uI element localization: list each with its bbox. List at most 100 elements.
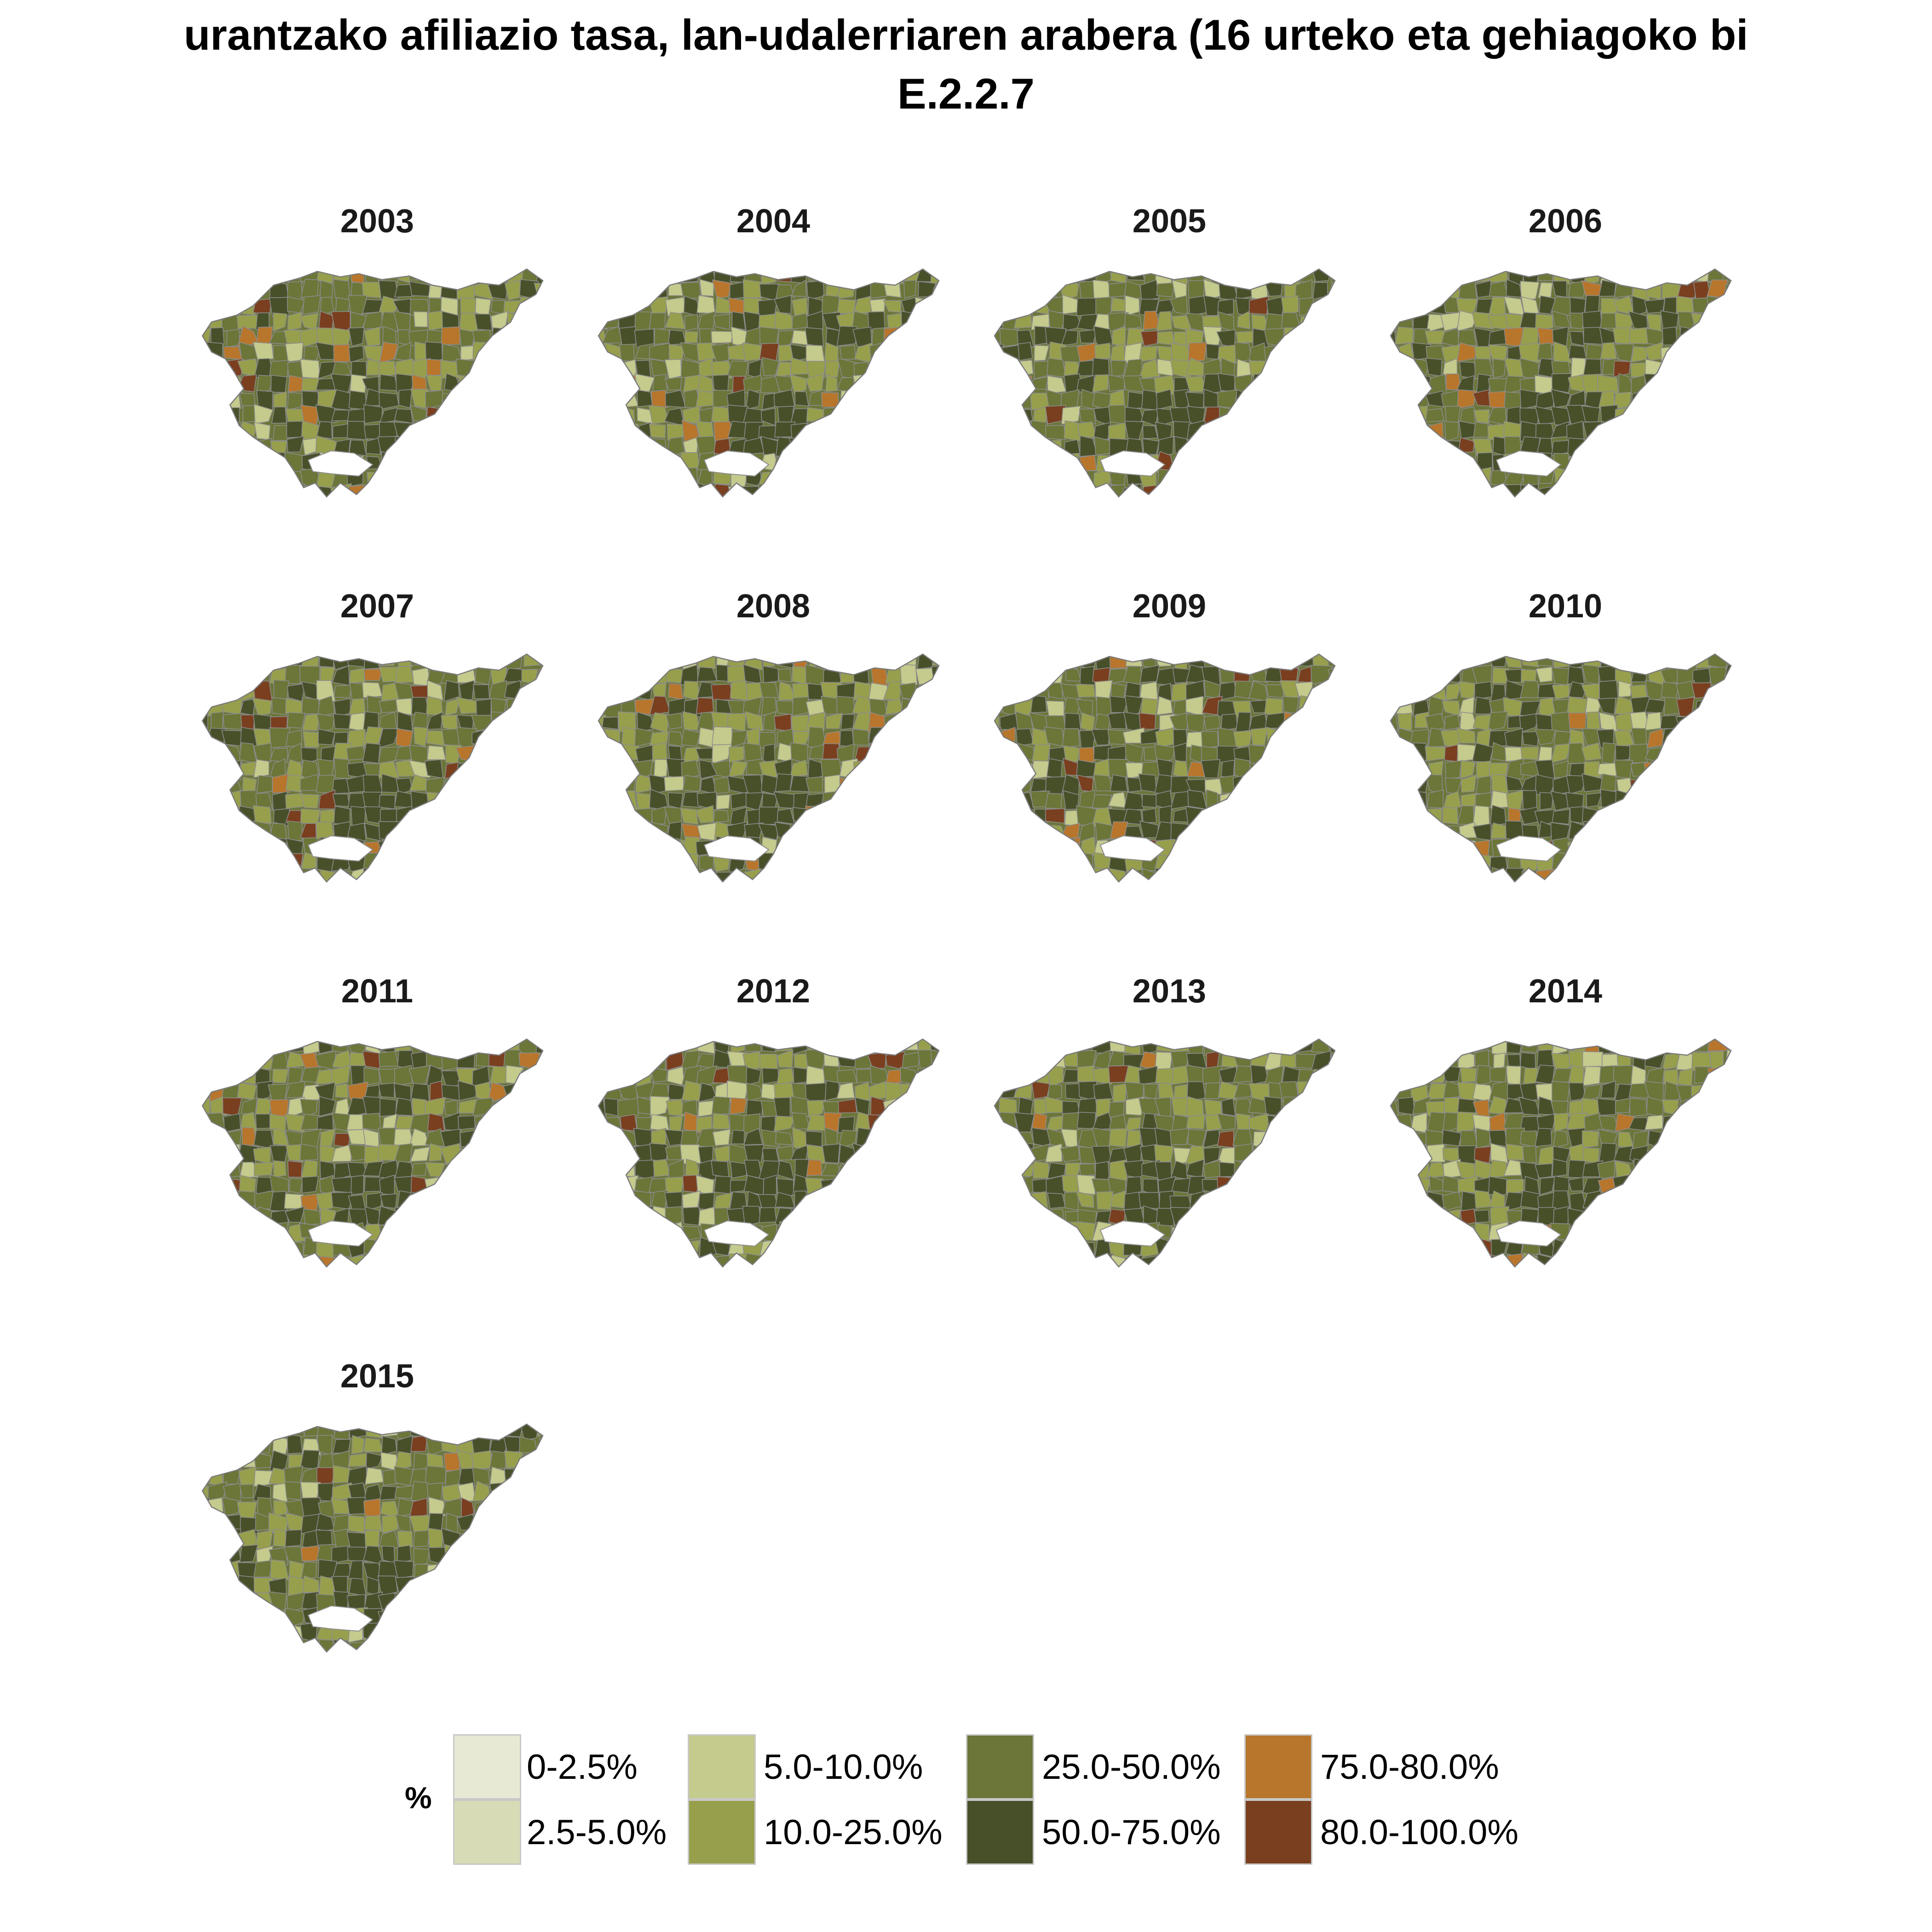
municipality	[1252, 1253, 1270, 1267]
municipality	[618, 654, 637, 671]
municipality	[1263, 404, 1282, 424]
municipality	[377, 1610, 400, 1627]
municipality	[288, 1178, 303, 1194]
municipality	[378, 1051, 399, 1067]
municipality	[441, 326, 461, 345]
municipality	[441, 405, 458, 426]
municipality	[758, 1160, 780, 1181]
municipality	[1630, 502, 1650, 518]
municipality	[807, 889, 824, 903]
municipality	[1264, 374, 1284, 394]
municipality	[209, 1271, 227, 1288]
municipality	[1521, 885, 1537, 902]
municipality	[1236, 281, 1254, 300]
municipality	[1391, 1191, 1400, 1209]
municipality	[1488, 391, 1506, 408]
municipality	[1299, 1253, 1315, 1267]
municipality	[1660, 1143, 1682, 1164]
municipality	[330, 373, 353, 394]
municipality	[1138, 359, 1161, 380]
municipality	[884, 437, 902, 457]
municipality	[444, 1099, 458, 1116]
municipality	[1281, 295, 1299, 316]
municipality	[1692, 452, 1709, 471]
municipality	[427, 1113, 445, 1132]
municipality	[1327, 822, 1335, 842]
municipality	[413, 726, 428, 747]
municipality	[1692, 1254, 1711, 1267]
municipality	[284, 1640, 305, 1652]
municipality	[1676, 1111, 1695, 1132]
municipality	[1264, 455, 1282, 473]
municipality	[487, 1144, 507, 1163]
municipality	[730, 501, 746, 515]
municipality	[886, 654, 904, 669]
municipality	[474, 436, 493, 455]
municipality	[202, 1194, 210, 1210]
municipality	[1680, 452, 1696, 469]
municipality	[602, 269, 624, 286]
municipality	[822, 483, 840, 497]
municipality	[932, 1269, 951, 1287]
municipality	[300, 1193, 321, 1211]
municipality	[1000, 745, 1016, 761]
municipality	[1537, 282, 1553, 299]
municipality	[1566, 775, 1588, 794]
municipality	[1329, 295, 1335, 315]
municipality	[518, 484, 537, 497]
municipality	[1724, 405, 1731, 426]
municipality	[838, 1226, 857, 1239]
municipality	[1062, 728, 1080, 748]
municipality	[885, 483, 903, 497]
choropleth-map	[201, 1038, 544, 1288]
municipality	[914, 1097, 936, 1118]
municipality	[1539, 792, 1554, 811]
municipality	[1629, 793, 1648, 808]
municipality	[1615, 486, 1633, 497]
municipality	[775, 1131, 794, 1145]
municipality	[1456, 310, 1478, 332]
municipality	[1427, 870, 1443, 882]
municipality	[683, 295, 700, 317]
municipality	[255, 1424, 274, 1437]
municipality	[1647, 437, 1664, 458]
municipality	[208, 451, 227, 472]
municipality	[441, 1175, 462, 1196]
municipality	[272, 1039, 286, 1052]
municipality	[519, 1606, 540, 1627]
municipality	[272, 425, 289, 441]
municipality	[1442, 1270, 1458, 1288]
municipality	[666, 469, 686, 489]
municipality	[1124, 269, 1145, 281]
municipality	[1063, 1039, 1078, 1056]
municipality	[931, 423, 939, 441]
municipality	[202, 298, 211, 316]
municipality	[885, 357, 903, 379]
municipality	[1281, 483, 1301, 497]
municipality	[1706, 295, 1729, 316]
municipality	[1613, 884, 1633, 904]
municipality	[868, 654, 888, 670]
municipality	[424, 269, 445, 285]
municipality	[537, 310, 543, 329]
municipality	[348, 1515, 365, 1534]
municipality	[1299, 327, 1314, 348]
municipality	[598, 1039, 607, 1052]
municipality	[362, 1256, 381, 1267]
municipality	[1065, 486, 1080, 497]
municipality	[1285, 502, 1299, 518]
municipality	[412, 822, 429, 842]
municipality	[1628, 1221, 1646, 1239]
municipality	[535, 1450, 543, 1472]
municipality	[242, 1654, 255, 1673]
municipality	[491, 375, 508, 393]
municipality	[207, 470, 227, 488]
municipality	[396, 1609, 415, 1628]
municipality	[254, 1254, 275, 1267]
municipality	[426, 696, 443, 715]
municipality	[1412, 280, 1429, 298]
municipality	[696, 1065, 717, 1087]
municipality	[1644, 806, 1666, 827]
municipality	[995, 269, 1004, 285]
municipality	[1553, 760, 1569, 779]
